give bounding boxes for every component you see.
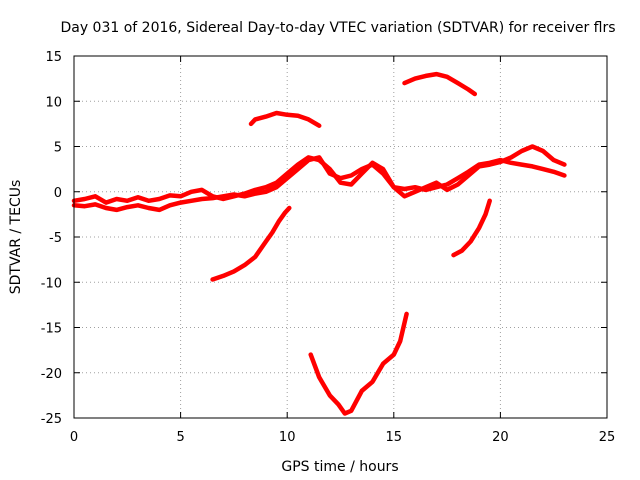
y-tick-label: -10 <box>41 276 62 291</box>
y-tick-label: 5 <box>54 141 62 156</box>
y-tick-labels: 15 10 5 0 -5 -10 -15 -20 -25 <box>41 50 62 427</box>
axis-ticks <box>73 55 608 419</box>
y-tick-label: -20 <box>41 367 62 382</box>
y-axis-label: SDTVAR / TECUs <box>8 180 24 295</box>
y-tick-label: -25 <box>41 412 62 427</box>
series-line-arc-upper-b <box>402 71 478 97</box>
x-axis-label: GPS time / hours <box>281 459 398 475</box>
series-group <box>71 71 567 416</box>
x-tick-label: 25 <box>599 430 616 445</box>
y-tick-label: 15 <box>45 50 62 65</box>
x-tick-label: 0 <box>70 430 78 445</box>
x-tick-label: 20 <box>492 430 509 445</box>
x-tick-label: 5 <box>176 430 184 445</box>
y-tick-label: 10 <box>45 95 62 110</box>
series-line-arc-baseline-b <box>71 144 567 205</box>
series-line-arc-upper-a <box>248 110 322 128</box>
series-line-arc-low-b <box>451 198 492 258</box>
plot-frame <box>73 55 608 419</box>
x-tick-labels: 0 5 10 15 20 25 <box>70 430 615 445</box>
x-tick-label: 15 <box>386 430 403 445</box>
series-line-arc-dip <box>308 311 409 416</box>
y-tick-label: 0 <box>54 186 62 201</box>
y-tick-label: -15 <box>41 322 62 337</box>
y-tick-label: -5 <box>49 231 62 246</box>
series-line-arc-low-a <box>210 205 292 282</box>
x-tick-label: 10 <box>279 430 296 445</box>
grid <box>74 56 607 418</box>
chart-title: Day 031 of 2016, Sidereal Day-to-day VTE… <box>60 20 615 36</box>
